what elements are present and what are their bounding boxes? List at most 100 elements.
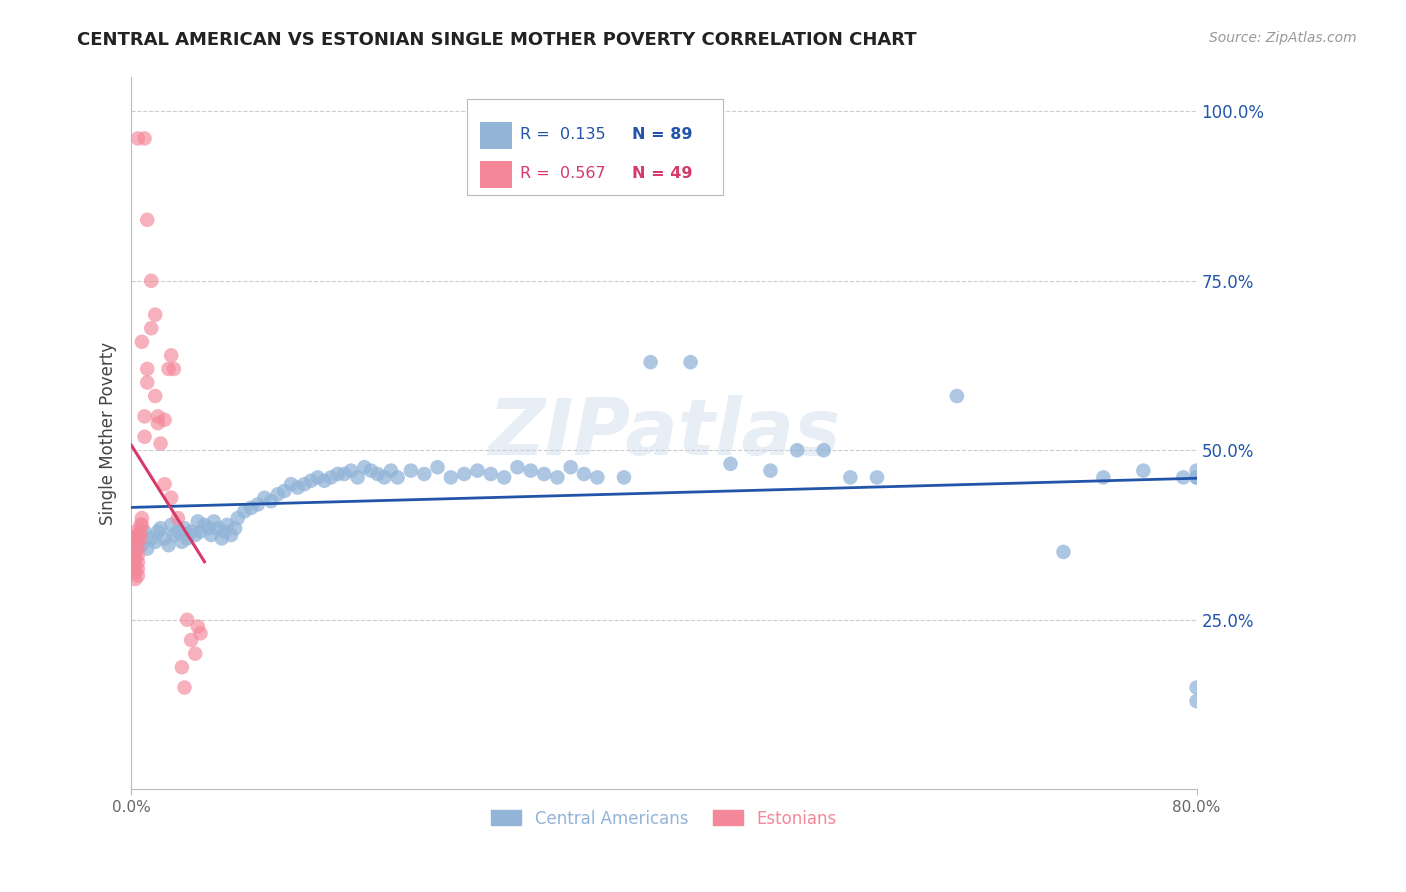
Point [136,362,159,376]
Point [307,470,329,484]
Point [506,460,529,475]
Legend: Central Americans, Estonians: Central Americans, Estonians [485,803,844,834]
Point [519,464,541,478]
Point [190,626,212,640]
Point [326,467,349,481]
Point [131,511,153,525]
Point [224,521,246,535]
Point [163,528,186,542]
Point [176,613,198,627]
Point [124,545,146,559]
Point [319,470,342,484]
Point [127,555,149,569]
Point [613,470,636,484]
Text: R =  0.567: R = 0.567 [520,166,606,181]
FancyBboxPatch shape [479,121,512,149]
Text: CENTRAL AMERICAN VS ESTONIAN SINGLE MOTHER POVERTY CORRELATION CHART: CENTRAL AMERICAN VS ESTONIAN SINGLE MOTH… [77,31,917,49]
Point [170,660,193,674]
Point [546,470,568,484]
Point [127,528,149,542]
Point [679,355,702,369]
Point [134,409,156,424]
Point [253,491,276,505]
Point [1185,694,1208,708]
Point [124,558,146,573]
Point [134,131,156,145]
Point [127,528,149,542]
Point [124,572,146,586]
Point [1052,545,1074,559]
Point [292,477,315,491]
Point [640,355,662,369]
Point [127,549,149,563]
Point [353,460,375,475]
Point [173,521,195,535]
Point [180,633,202,648]
Point [866,470,889,484]
Point [560,460,582,475]
Point [200,528,222,542]
Point [246,498,269,512]
Point [1185,464,1208,478]
Point [197,521,219,535]
Point [333,467,356,481]
Point [124,538,146,552]
Point [124,524,146,539]
Point [187,619,209,633]
Point [166,511,188,525]
Point [127,131,149,145]
Point [184,528,207,542]
Text: N = 49: N = 49 [631,166,693,181]
Point [127,568,149,582]
Point [136,541,159,556]
Point [136,376,159,390]
Point [1173,470,1195,484]
Point [124,532,146,546]
Point [299,474,322,488]
Point [340,464,363,478]
Point [1132,464,1154,478]
Point [163,362,186,376]
Point [367,467,389,481]
Point [160,491,183,505]
Point [129,517,152,532]
Point [572,467,595,481]
Point [153,477,176,491]
Point [373,470,395,484]
Point [413,467,436,481]
Point [273,483,295,498]
Point [720,457,742,471]
Point [193,517,215,532]
Point [141,321,163,335]
Point [184,647,207,661]
Point [233,504,256,518]
Point [131,334,153,349]
Point [124,551,146,566]
Point [153,532,176,546]
Point [214,524,236,539]
Point [124,566,146,580]
Point [440,470,463,484]
Point [166,524,188,539]
Point [127,562,149,576]
Point [176,532,198,546]
Point [149,521,172,535]
Point [267,487,290,501]
Point [146,416,169,430]
Point [314,474,336,488]
Point [129,524,152,539]
Point [134,524,156,539]
Point [586,470,609,484]
Point [387,470,409,484]
Text: Source: ZipAtlas.com: Source: ZipAtlas.com [1209,31,1357,45]
Point [1185,470,1208,484]
Point [217,517,239,532]
Point [131,538,153,552]
Point [143,308,166,322]
Point [136,212,159,227]
Point [170,534,193,549]
Point [173,681,195,695]
Point [180,524,202,539]
Point [207,521,229,535]
Text: N = 89: N = 89 [631,127,693,142]
